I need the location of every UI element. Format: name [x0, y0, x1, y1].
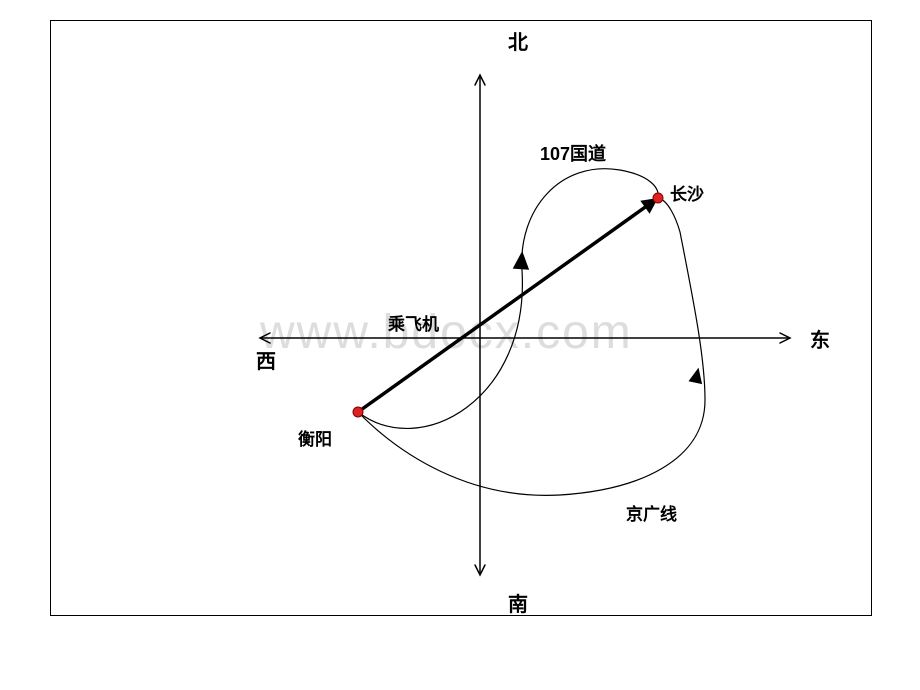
city-hengyang-label: 衡阳	[298, 425, 332, 450]
route-107-label: 107国道	[540, 140, 606, 166]
labels-layer: 北南 东西衡阳 长沙乘飞机 107国道京广线	[0, 0, 920, 690]
compass-north: 北	[508, 26, 528, 55]
route-jingguang-label: 京广线	[626, 500, 677, 525]
compass-south: 南	[508, 588, 528, 617]
compass-west: 西	[256, 345, 276, 374]
city-changsha-label: 长沙	[670, 180, 704, 205]
compass-east: 东	[810, 324, 830, 353]
route-airplane-label: 乘飞机	[388, 310, 439, 335]
